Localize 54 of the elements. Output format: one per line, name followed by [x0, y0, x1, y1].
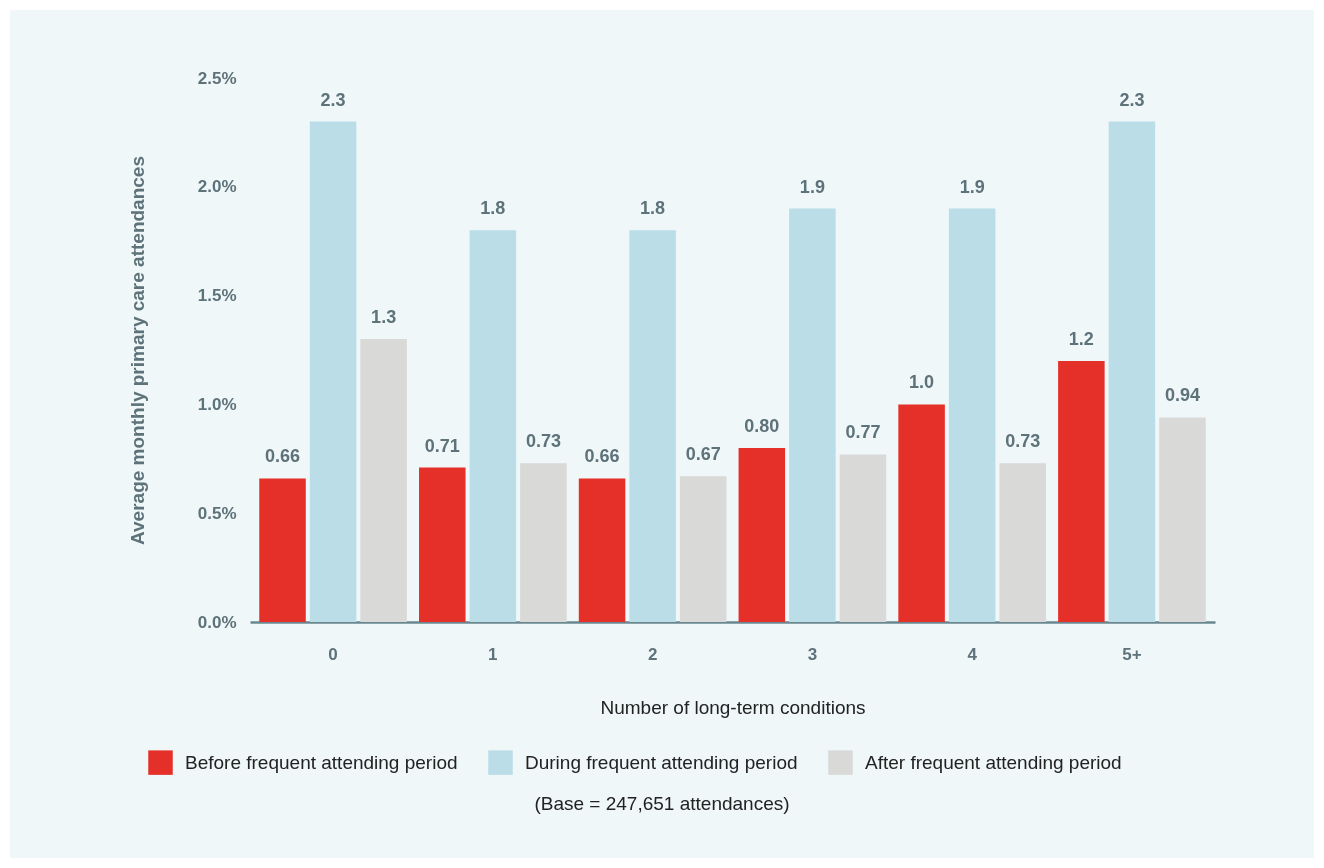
data-label: 1.8 — [640, 198, 666, 219]
y-tick-label: 2.5% — [197, 68, 237, 88]
legend-label: Before frequent attending period — [185, 751, 458, 773]
x-tick-label: 2 — [647, 644, 658, 664]
data-label: 0.66 — [584, 446, 620, 467]
bar — [309, 121, 357, 622]
data-label: 0.71 — [424, 435, 460, 456]
y-axis-title: Average monthly primary care attendances — [126, 156, 148, 545]
x-tick-label: 5+ — [1122, 644, 1142, 664]
x-tick-label: 3 — [807, 644, 818, 664]
bar — [578, 478, 626, 622]
bar — [898, 404, 945, 622]
bar — [1058, 360, 1105, 622]
legend-label: During frequent attending period — [525, 751, 798, 773]
y-tick-label: 0.0% — [197, 612, 237, 632]
bar — [259, 478, 306, 622]
data-label: 0.66 — [265, 446, 301, 467]
text: (Base = 247,651 attendances) — [533, 793, 791, 815]
data-label: 1.0 — [909, 372, 935, 393]
data-label: 1.9 — [799, 176, 825, 197]
data-label: 0.77 — [845, 422, 881, 443]
data-label: 0.73 — [1005, 431, 1041, 452]
bar — [1108, 121, 1156, 622]
data-label: 1.8 — [480, 198, 506, 219]
data-label: 0.80 — [744, 415, 780, 436]
data-label: 0.67 — [685, 444, 721, 465]
bar — [948, 208, 996, 622]
data-label: 1.3 — [371, 307, 397, 328]
data-label: 2.3 — [320, 89, 346, 110]
bar — [360, 339, 407, 622]
bar — [789, 208, 836, 622]
x-tick-label: 0 — [328, 644, 338, 664]
data-label: 0.73 — [525, 431, 561, 452]
x-tick-label: 4 — [967, 644, 978, 664]
y-tick-label: 0.5% — [197, 503, 237, 523]
data-label: 1.2 — [1068, 328, 1094, 349]
data-label: 2.3 — [1119, 89, 1145, 110]
x-axis-title: Number of long-term conditions — [600, 696, 866, 718]
bar — [1159, 417, 1206, 622]
bar — [839, 454, 887, 622]
bar — [679, 476, 727, 622]
bar — [520, 463, 567, 622]
bar — [999, 463, 1046, 622]
x-tick-label: 1 — [488, 644, 498, 664]
y-tick-label: 1.0% — [197, 394, 237, 414]
y-tick-label: 1.5% — [197, 286, 237, 306]
bar — [419, 467, 466, 622]
legend-label: After frequent attending period — [865, 751, 1122, 773]
bar — [738, 447, 786, 622]
data-label: 0.94 — [1164, 385, 1200, 406]
bar — [629, 230, 676, 622]
bar — [469, 230, 517, 622]
data-label: 1.9 — [959, 176, 985, 197]
y-tick-label: 2.0% — [197, 177, 237, 197]
